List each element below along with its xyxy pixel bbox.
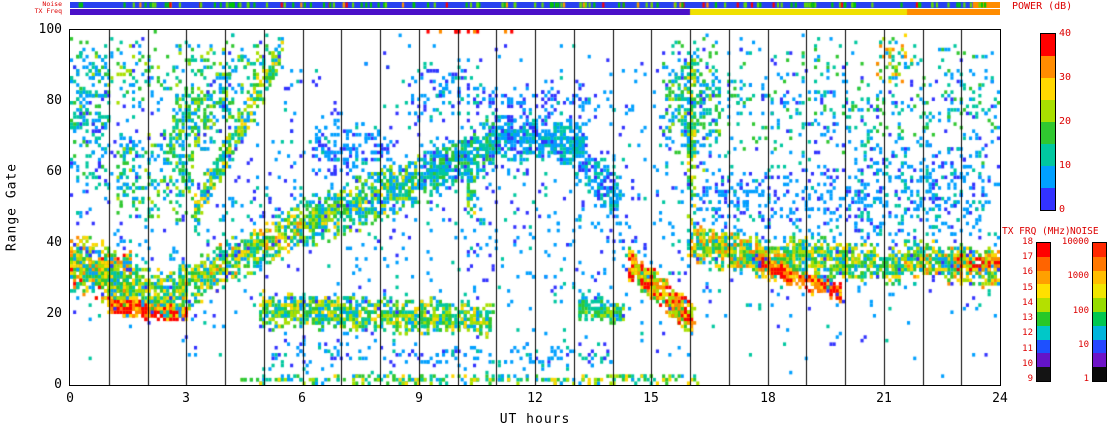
x-tick-label: 3 xyxy=(182,391,190,406)
x-tick-label: 15 xyxy=(643,391,659,406)
power-tick-label: 10 xyxy=(1059,160,1072,171)
y-tick-label: 20 xyxy=(46,306,62,321)
noise-tick-label: 100 xyxy=(1072,305,1089,316)
txfrq-tick-label: 17 xyxy=(1022,252,1033,263)
txfrq-tick-label: 11 xyxy=(1022,343,1033,354)
y-axis-label: Range Gate xyxy=(4,162,20,252)
txfrq-tick-label: 10 xyxy=(1022,358,1033,369)
x-tick-label: 9 xyxy=(415,391,423,406)
power-legend-title: POWER (dB) xyxy=(1012,1,1073,12)
x-tick-label: 6 xyxy=(298,391,306,406)
noise-tick-label: 10000 xyxy=(1061,237,1089,247)
txfrq-tick-label: 13 xyxy=(1022,313,1033,324)
x-tick-label: 24 xyxy=(992,391,1008,406)
txfrq-tick-labels: 18 17 16 15 14 13 12 11 10 9 xyxy=(1013,238,1033,384)
y-tick-label: 0 xyxy=(54,377,62,392)
x-tick-label: 0 xyxy=(66,391,74,406)
noise-colorbar xyxy=(1092,242,1107,382)
power-tick-label: 0 xyxy=(1059,204,1066,215)
y-tick-label: 100 xyxy=(38,22,62,37)
noise-strip xyxy=(70,2,1000,8)
power-colorbar xyxy=(1040,33,1056,211)
noise-tick-label: 10 xyxy=(1078,339,1089,350)
txfrq-tick-label: 14 xyxy=(1022,297,1033,308)
y-tick-label: 40 xyxy=(46,235,62,250)
x-tick-label: 21 xyxy=(876,391,892,406)
plot-frame xyxy=(69,29,1001,386)
noise-tick-label: 1000 xyxy=(1067,271,1089,282)
power-tick-label: 40 xyxy=(1059,28,1072,39)
txfrq-legend-title: TX FRQ (MHz) xyxy=(1002,226,1071,237)
x-tick-label: 12 xyxy=(527,391,543,406)
noise-tick-labels: 10000 1000 100 10 1 xyxy=(1050,238,1089,384)
txfrq-tick-label: 18 xyxy=(1022,237,1033,247)
x-tick-label: 18 xyxy=(760,391,776,406)
rti-canvas xyxy=(70,30,1000,385)
txfrq-tick-label: 15 xyxy=(1022,282,1033,293)
power-tick-label: 20 xyxy=(1059,116,1072,127)
txfrq-tick-label: 9 xyxy=(1027,373,1033,384)
x-axis-label: UT hours xyxy=(499,412,571,427)
noise-legend-title: NOISE xyxy=(1070,226,1099,237)
txfreq-strip-label: TX Freq xyxy=(34,7,62,15)
txfrq-colorbar xyxy=(1036,242,1051,382)
txfrq-tick-label: 12 xyxy=(1022,328,1033,339)
noise-tick-label: 1 xyxy=(1083,374,1089,384)
txfreq-strip xyxy=(70,9,1000,15)
txfrq-tick-label: 16 xyxy=(1022,267,1033,278)
y-tick-label: 80 xyxy=(46,93,62,108)
noise-strip-label: Noise xyxy=(42,0,62,8)
y-tick-label: 60 xyxy=(46,164,62,179)
power-tick-label: 30 xyxy=(1059,72,1072,83)
